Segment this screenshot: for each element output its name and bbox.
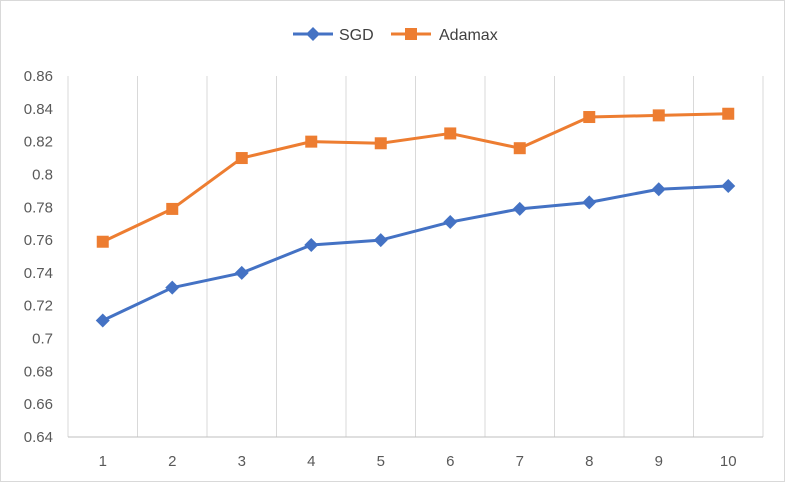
y-tick-label: 0.86 <box>24 68 53 85</box>
x-tick-labels: 1 2 3 4 5 6 7 8 9 10 <box>99 453 737 470</box>
x-tick-label: 9 <box>655 453 663 470</box>
gridlines <box>67 76 764 437</box>
data-point <box>95 313 110 328</box>
diamond-marker-icon <box>306 27 320 41</box>
y-tick-label: 0.68 <box>24 363 53 380</box>
x-tick-label: 10 <box>720 453 737 470</box>
data-point <box>443 215 458 230</box>
series-line <box>101 184 730 322</box>
legend-item-sgd: SGD <box>293 27 374 44</box>
data-point <box>652 109 665 122</box>
y-tick-label: 0.84 <box>24 101 53 118</box>
y-tick-label: 0.7 <box>32 331 53 348</box>
data-point <box>304 238 319 253</box>
y-tick-labels: 0.64 0.66 0.68 0.7 0.72 0.74 0.76 0.78 0.8 0.82 0.… <box>24 68 53 446</box>
data-point <box>166 202 179 215</box>
x-tick-label: 4 <box>307 453 315 470</box>
data-point <box>513 142 526 155</box>
y-tick-label: 0.78 <box>24 199 53 216</box>
series-line <box>101 112 730 244</box>
legend-label: Adamax <box>439 27 498 44</box>
square-marker-icon <box>405 28 417 40</box>
data-point <box>374 137 387 150</box>
data-point <box>305 135 318 148</box>
x-tick-label: 1 <box>99 453 107 470</box>
data-point <box>234 265 249 280</box>
series-sgd <box>95 178 736 328</box>
data-point <box>373 233 388 248</box>
data-point <box>165 280 180 295</box>
y-tick-label: 0.8 <box>32 166 53 183</box>
data-point <box>235 152 248 165</box>
data-point <box>96 235 109 248</box>
data-point <box>444 127 457 140</box>
y-tick-label: 0.72 <box>24 298 53 315</box>
data-point <box>512 201 527 216</box>
series-group <box>95 107 736 328</box>
y-tick-label: 0.64 <box>24 429 53 446</box>
legend-label: SGD <box>339 27 374 44</box>
legend-item-adamax: Adamax <box>391 27 498 44</box>
y-tick-label: 0.74 <box>24 265 53 282</box>
y-tick-label: 0.66 <box>24 396 53 413</box>
x-tick-label: 3 <box>238 453 246 470</box>
x-tick-label: 6 <box>446 453 454 470</box>
legend: SGD Adamax <box>293 27 498 44</box>
data-point <box>651 182 666 197</box>
data-point <box>583 111 596 124</box>
data-point <box>722 107 735 120</box>
x-tick-label: 8 <box>585 453 593 470</box>
x-tick-label: 5 <box>377 453 385 470</box>
data-point <box>721 178 736 193</box>
y-tick-label: 0.82 <box>24 134 53 151</box>
series-adamax <box>96 107 735 248</box>
data-point <box>582 195 597 210</box>
x-tick-label: 7 <box>516 453 524 470</box>
x-tick-label: 2 <box>168 453 176 470</box>
y-tick-label: 0.76 <box>24 232 53 249</box>
